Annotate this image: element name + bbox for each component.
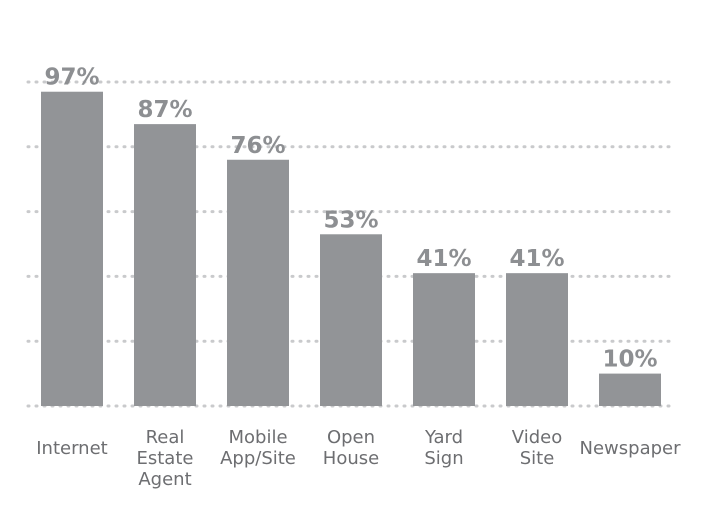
value-label-3: 76%	[230, 133, 285, 159]
value-label-7: 10%	[602, 347, 657, 373]
bar-1	[41, 91, 103, 406]
bar-2	[134, 124, 196, 407]
category-label-6: Video Site	[512, 427, 562, 469]
category-label-5: Yard Sign	[424, 427, 464, 469]
category-label-3: Mobile App/Site	[220, 427, 296, 469]
value-labels: 97% 87% 76% 53% 41% 41% 10%	[44, 65, 657, 373]
category-label-4: Open House	[323, 427, 379, 469]
value-label-4: 53%	[323, 207, 378, 233]
category-label-2: Real Estate Agent	[137, 427, 194, 490]
value-label-6: 41%	[509, 246, 564, 272]
category-label-7: Newspaper	[580, 438, 682, 459]
value-label-2: 87%	[137, 97, 192, 123]
category-label-1: Internet	[36, 438, 107, 459]
bars	[41, 91, 661, 407]
bar-6	[506, 273, 568, 406]
bar-4	[320, 234, 382, 406]
value-label-5: 41%	[416, 246, 471, 272]
bar-5	[413, 273, 475, 406]
bar-7	[599, 373, 661, 406]
category-labels: Internet Real Estate Agent Mobile App/Site Ope…	[36, 427, 681, 490]
value-label-1: 97%	[44, 65, 99, 91]
bar-3	[227, 159, 289, 406]
